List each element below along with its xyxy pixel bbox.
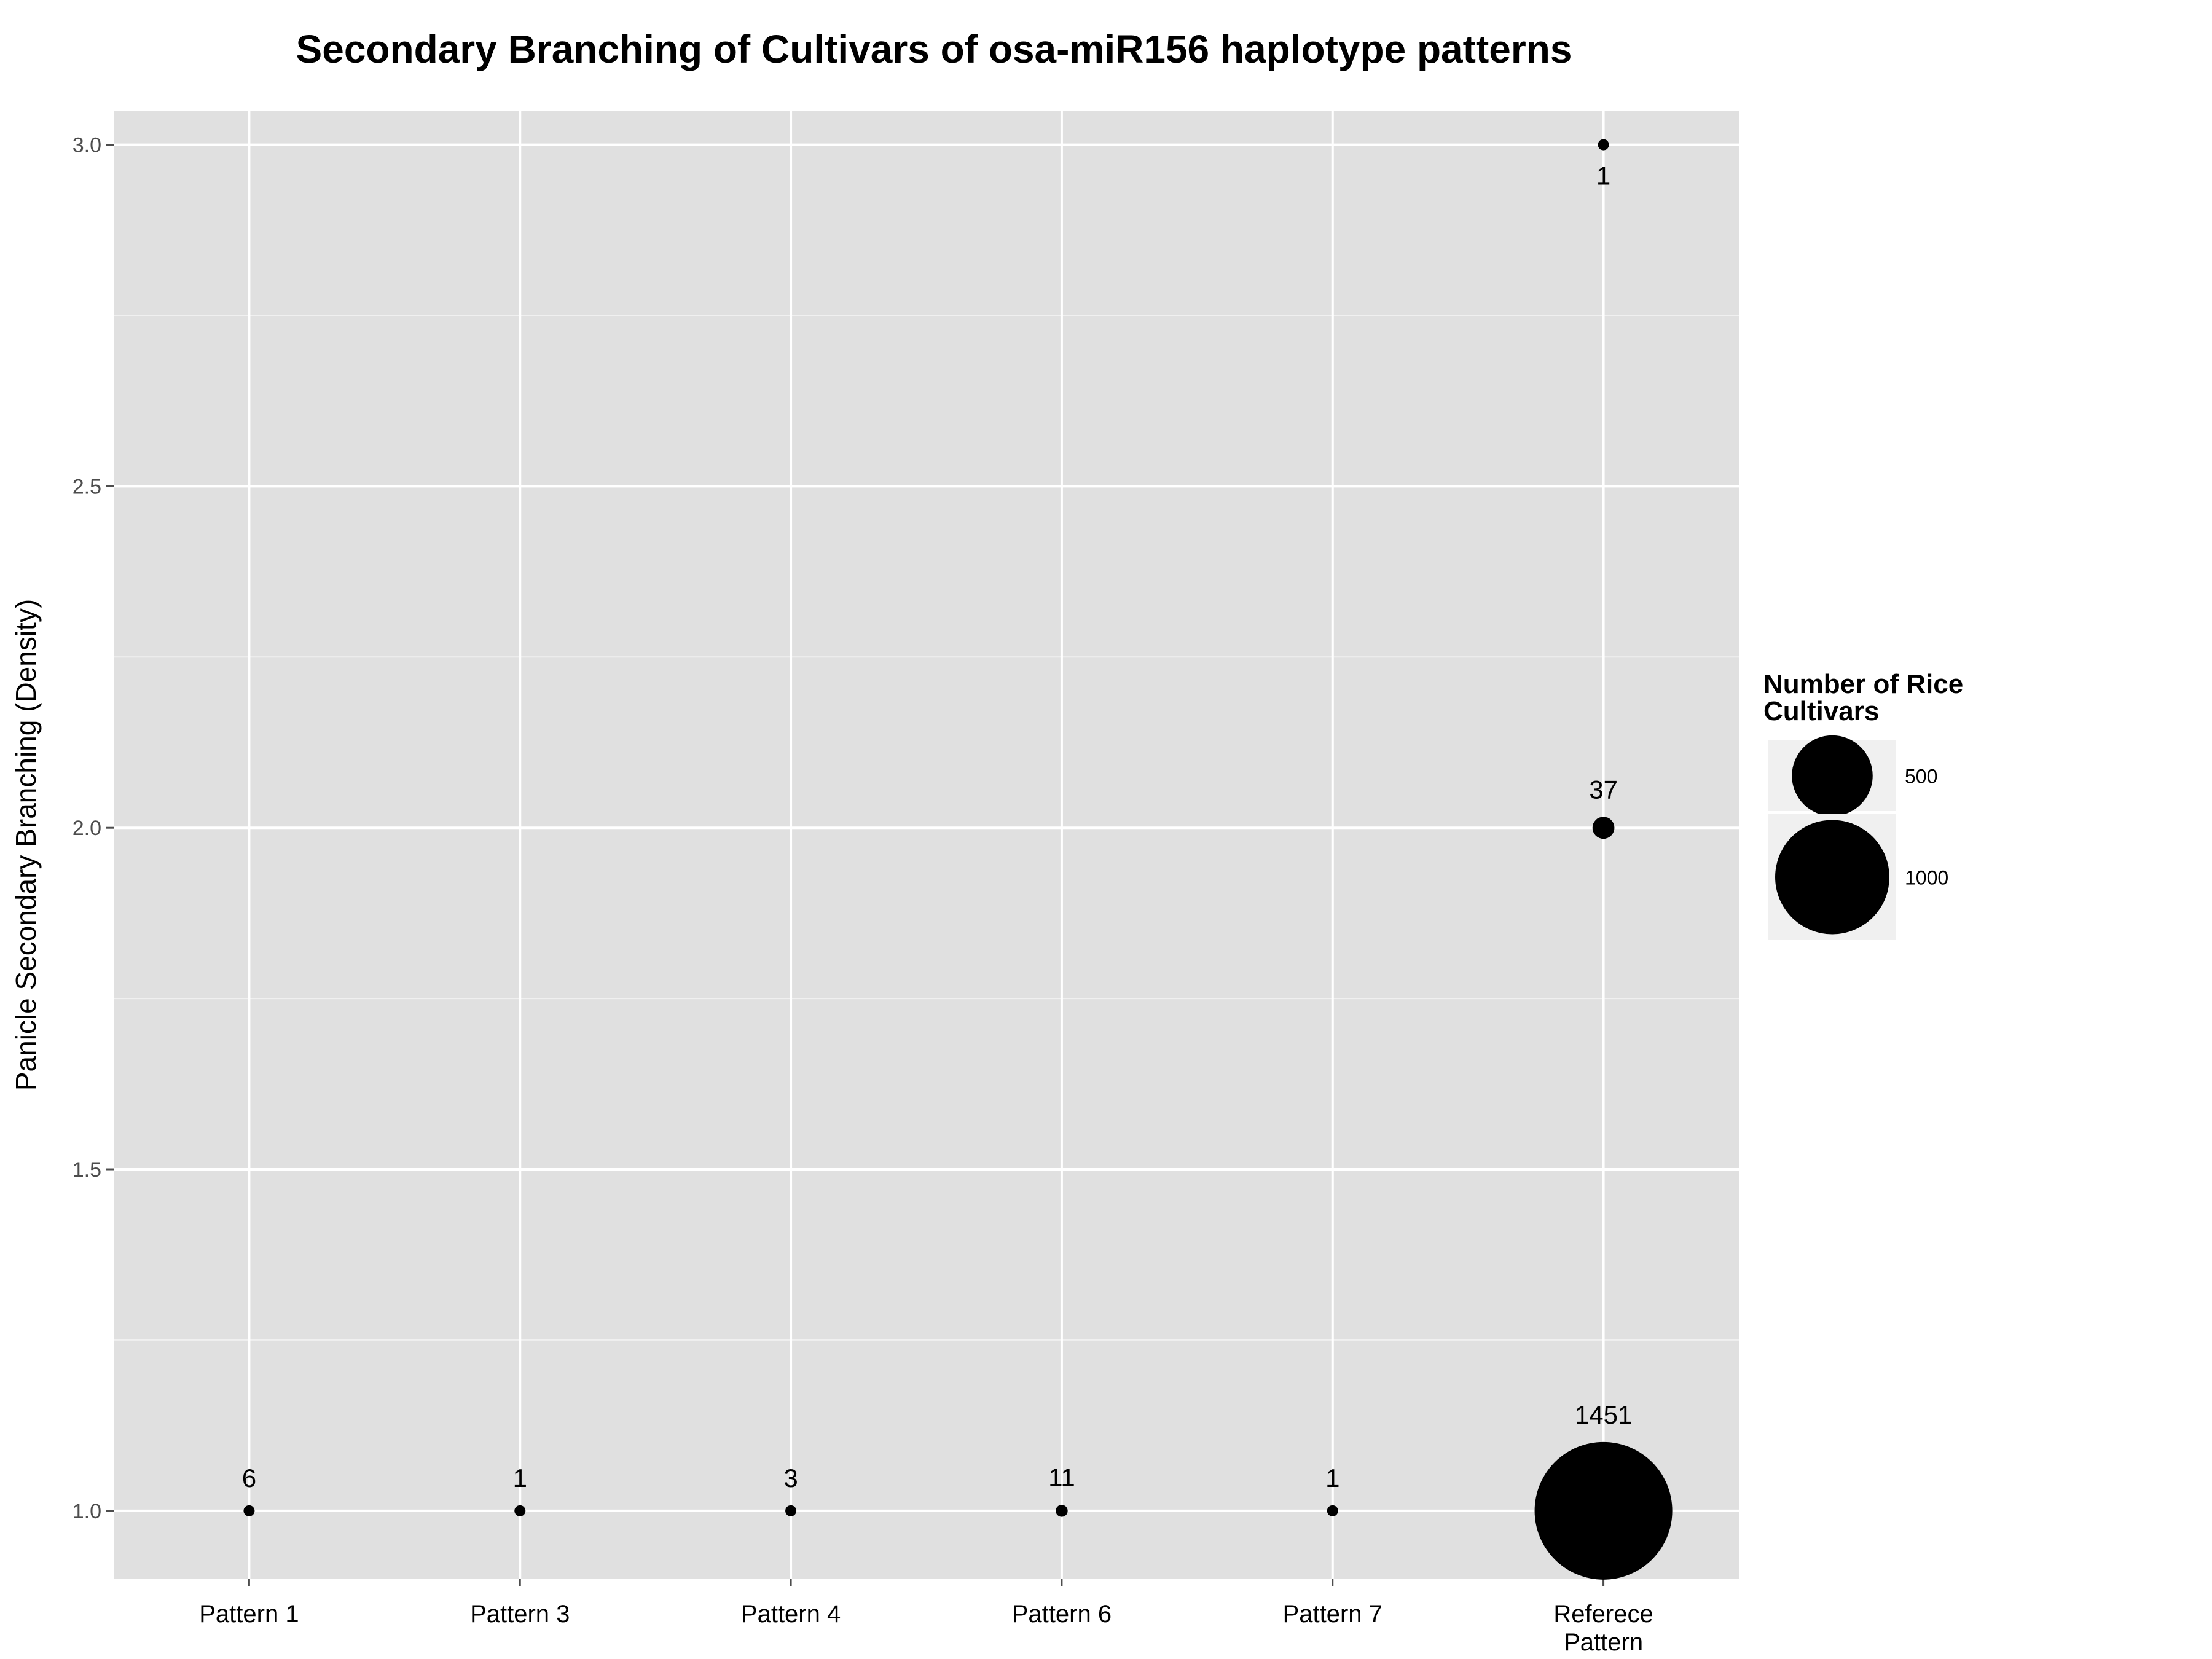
y-tick-label: 3.0: [73, 134, 101, 157]
data-label: 1451: [1575, 1400, 1632, 1429]
legend-label: 1000: [1905, 867, 1948, 889]
data-label: 11: [1048, 1463, 1075, 1492]
y-tick-label: 2.0: [73, 817, 101, 840]
data-point: [514, 1505, 526, 1516]
data-point: [1592, 817, 1615, 839]
legend-symbol: [1792, 735, 1873, 817]
y-tick-label: 1.5: [73, 1158, 101, 1182]
data-label: 1: [513, 1464, 527, 1492]
data-point: [1534, 1441, 1673, 1580]
x-tick-label: Pattern 6: [1012, 1601, 1112, 1628]
x-axis: Pattern 1 Pattern 3 Pattern 4 Pattern 6 Patt…: [199, 1579, 1653, 1656]
x-tick-label: Pattern 4: [741, 1601, 841, 1628]
data-label: 3: [783, 1464, 798, 1492]
data-point: [1598, 139, 1609, 151]
data-label: 37: [1589, 775, 1618, 804]
minor-gridlines: [114, 315, 1739, 1341]
legend-title: Number of Rice Cultivars: [1763, 669, 1963, 726]
data-point: [243, 1505, 255, 1516]
data-label: 1: [1596, 162, 1610, 190]
x-tick-label: Referece Pattern: [1553, 1601, 1653, 1656]
x-tick-label: Pattern 1: [199, 1601, 299, 1628]
y-tick-label: 1.0: [73, 1500, 101, 1523]
size-legend: Number of Rice Cultivars 500 1000: [1763, 669, 1963, 940]
x-tick-label: Pattern 3: [470, 1601, 570, 1628]
data-point: [785, 1505, 797, 1516]
major-gridlines: [114, 111, 1739, 1579]
plot-panel: [114, 111, 1739, 1579]
data-points: [243, 139, 1673, 1580]
data-point: [1056, 1505, 1068, 1517]
data-point: [1327, 1505, 1338, 1516]
chart-title: Secondary Branching of Cultivars of osa-…: [296, 27, 1572, 71]
y-tick-label: 2.5: [73, 475, 101, 498]
data-label: 1: [1325, 1464, 1339, 1492]
y-axis-title: Panicle Secondary Branching (Density): [10, 599, 42, 1091]
y-axis: 1.0 1.5 2.0 2.5 3.0: [73, 134, 114, 1523]
x-tick-label: Pattern 7: [1283, 1601, 1382, 1628]
legend-label: 500: [1905, 766, 1937, 788]
legend-symbol: [1775, 820, 1889, 935]
data-label: 6: [242, 1464, 256, 1492]
